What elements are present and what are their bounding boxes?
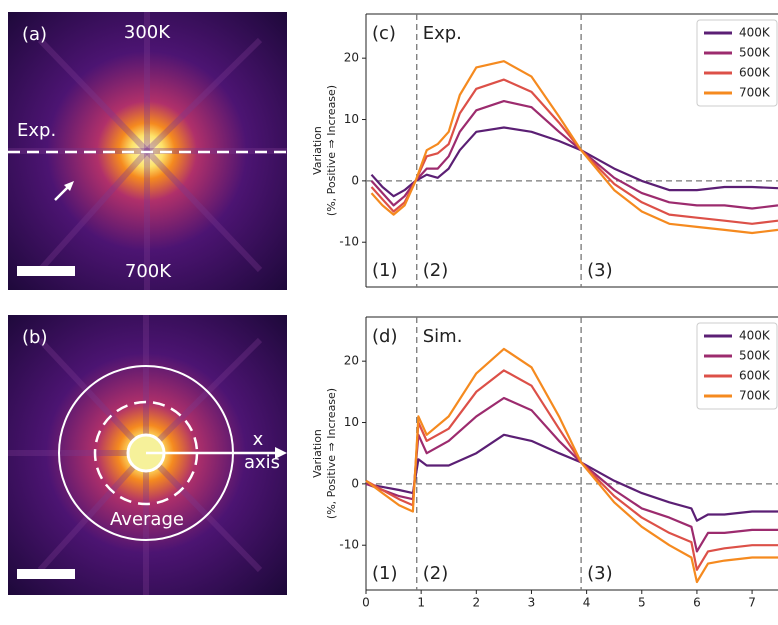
y-tick-label: 20	[344, 354, 359, 368]
panel-label: (d)	[372, 326, 397, 347]
annotation: Sim.	[423, 326, 463, 347]
image-text: Average	[110, 509, 184, 530]
legend-label: 400K	[739, 329, 771, 343]
panel-label: (b)	[22, 327, 47, 348]
y-axis-label: Variation	[311, 126, 324, 175]
legend-label: 400K	[739, 26, 771, 40]
panel-label: (a)	[22, 24, 47, 45]
panel-label: (c)	[372, 23, 396, 44]
annotation: Exp.	[423, 23, 462, 44]
y-tick-label: -10	[339, 538, 359, 552]
legend-label: 600K	[739, 369, 771, 383]
x-tick-label: 6	[693, 596, 701, 610]
region-label: (2)	[423, 260, 449, 281]
y-tick-label: 10	[344, 415, 359, 429]
x-tick-label: 4	[583, 596, 591, 610]
x-tick-label: 2	[472, 596, 480, 610]
x-tick-label: 0	[362, 596, 370, 610]
legend-box	[696, 19, 778, 107]
y-tick-label: 20	[344, 51, 359, 65]
legend-label: 500K	[739, 46, 771, 60]
x-tick-label: 7	[748, 596, 756, 610]
image-b	[8, 315, 287, 595]
line-series	[365, 396, 778, 553]
image-text: x	[253, 429, 264, 450]
x-tick-label: 5	[638, 596, 646, 610]
y-tick-label: 0	[351, 173, 359, 187]
x-tick-label: 1	[417, 596, 425, 610]
line-series	[370, 100, 778, 210]
x-tick-label: 3	[528, 596, 536, 610]
legend-label: 700K	[739, 86, 771, 100]
region-label: (3)	[587, 260, 613, 281]
line-series	[370, 126, 778, 198]
legend-label: 500K	[739, 349, 771, 363]
line-series	[365, 347, 778, 584]
y-axis-label: (%, Positive ⇒ Increase)	[325, 388, 338, 519]
image-text: axis	[244, 452, 280, 473]
y-tick-label: 10	[344, 112, 359, 126]
image-a	[8, 12, 287, 290]
legend-label: 700K	[739, 389, 771, 403]
legend-label: 600K	[739, 66, 771, 80]
image-text: 300K	[124, 22, 171, 43]
region-label: (1)	[372, 563, 398, 584]
region-label: (2)	[423, 563, 449, 584]
region-label: (1)	[372, 260, 398, 281]
y-tick-label: 0	[351, 476, 359, 490]
y-tick-label: -10	[339, 235, 359, 249]
image-text: 700K	[125, 261, 172, 282]
legend-box	[696, 322, 778, 410]
line-series	[370, 60, 778, 235]
region-label: (3)	[587, 563, 613, 584]
image-text: Exp.	[17, 120, 56, 141]
y-axis-label: (%, Positive ⇒ Increase)	[325, 85, 338, 216]
y-axis-label: Variation	[311, 429, 324, 478]
